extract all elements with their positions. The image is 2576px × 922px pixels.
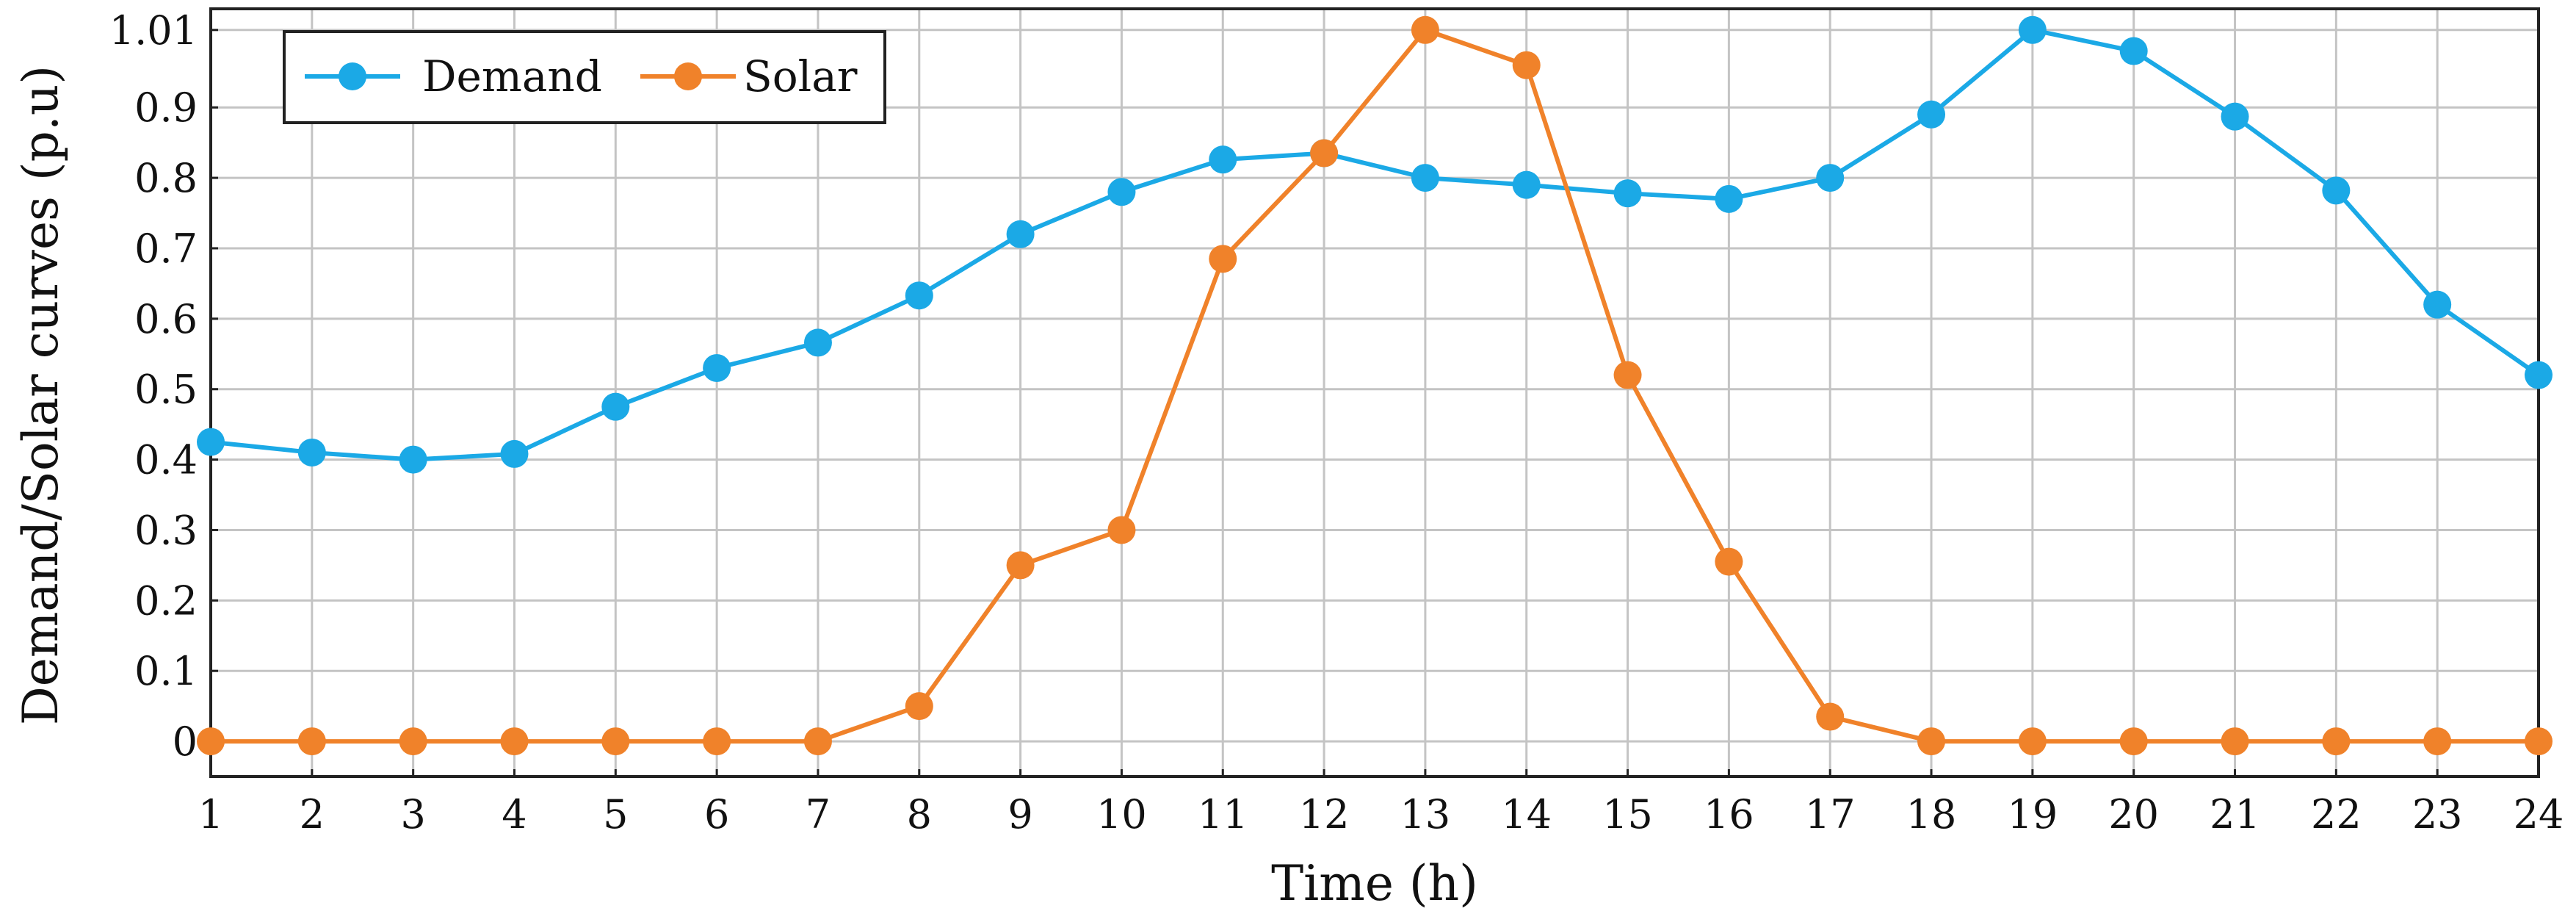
x-tick-label: 11 <box>1198 791 1248 838</box>
demand-point <box>1107 178 1136 206</box>
solar-point <box>1715 547 1743 576</box>
y-tick-label: 1.01 <box>109 7 198 54</box>
y-tick-label: 0.4 <box>134 437 198 483</box>
demand-point <box>1917 100 1946 129</box>
x-tick-label: 22 <box>2311 791 2362 838</box>
solar-point <box>1310 139 1339 168</box>
y-tick-label: 0.8 <box>134 155 198 201</box>
x-tick-label: 6 <box>704 791 729 838</box>
y-tick-label: 0 <box>173 718 198 765</box>
y-tick-label: 0.7 <box>134 226 198 272</box>
x-tick-label: 10 <box>1096 791 1147 838</box>
demand-point <box>601 392 630 421</box>
demand-point <box>2525 361 2553 389</box>
demand-point <box>1816 164 1845 192</box>
legend-marker-solar <box>674 62 702 90</box>
demand-line <box>210 27 2540 462</box>
solar-point <box>2322 727 2351 756</box>
solar-point <box>2119 727 2148 756</box>
x-tick-label: 21 <box>2210 791 2260 838</box>
solar-point <box>905 692 933 721</box>
solar-point <box>1917 727 1946 756</box>
solar-point <box>803 727 832 756</box>
demand-point <box>297 438 326 467</box>
x-tick-label: 12 <box>1299 791 1350 838</box>
solar-point <box>1816 702 1845 731</box>
x-tick-label: 5 <box>603 791 628 838</box>
x-tick-label: 8 <box>907 791 932 838</box>
solar-point <box>2423 727 2452 756</box>
x-tick-label: 7 <box>806 791 831 838</box>
demand-point <box>905 281 933 310</box>
x-axis-label: Time (h) <box>1271 855 1478 912</box>
demand-point <box>2322 176 2351 205</box>
legend-label-solar: Solar <box>743 51 858 101</box>
y-tick-label: 0.2 <box>134 577 198 624</box>
plot-frame <box>209 7 2540 778</box>
x-tick-label: 4 <box>502 791 527 838</box>
x-tick-label: 24 <box>2514 791 2564 838</box>
demand-point <box>1411 164 1439 192</box>
x-tick-label: 18 <box>1906 791 1957 838</box>
demand-point <box>1613 179 1642 208</box>
solar-point <box>1006 551 1035 580</box>
demand-point <box>500 439 529 468</box>
solar-point <box>2221 727 2249 756</box>
solar-point <box>197 727 225 756</box>
legend-marker-demand <box>339 62 366 90</box>
y-tick-label: 0.6 <box>134 296 198 342</box>
x-tick-label: 2 <box>300 791 325 838</box>
legend: Demand Solar <box>283 30 886 124</box>
demand-point <box>197 428 225 456</box>
demand-point <box>1715 184 1743 213</box>
solar-point <box>2018 727 2047 756</box>
y-axis-label: Demand/Solar curves (p.u) <box>12 65 69 725</box>
x-tick-label: 20 <box>2108 791 2159 838</box>
x-tick-label: 9 <box>1007 791 1032 838</box>
x-tick-label: 3 <box>400 791 425 838</box>
solar-point <box>1512 51 1541 79</box>
demand-point <box>803 328 832 357</box>
x-tick-label: 19 <box>2008 791 2058 838</box>
solar-point <box>2525 727 2553 756</box>
solar-point <box>297 727 326 756</box>
solar-point <box>703 727 731 756</box>
x-tick-label: 16 <box>1704 791 1754 838</box>
demand-point <box>399 445 427 474</box>
series-demand <box>197 15 2553 474</box>
solar-point <box>1107 516 1136 544</box>
series-solar <box>197 15 2553 756</box>
demand-point <box>1006 220 1035 248</box>
y-tick-label: 0.9 <box>134 84 198 131</box>
axis-ticks: 1 2 3 4 5 6 7 8 9 10 11 12 13 14 15 16 17 18 19 20 21 22 23 240… <box>109 7 2564 838</box>
solar-point <box>601 727 630 756</box>
solar-point <box>1411 15 1439 44</box>
solar-point <box>399 727 427 756</box>
x-tick-label: 15 <box>1602 791 1653 838</box>
x-tick-label: 13 <box>1400 791 1451 838</box>
solar-point <box>500 727 529 756</box>
solar-line <box>211 27 2539 744</box>
demand-point <box>2119 37 2148 65</box>
x-tick-label: 17 <box>1805 791 1856 838</box>
demand-point <box>2221 102 2249 131</box>
series <box>197 15 2553 756</box>
demand-point <box>1209 145 1237 174</box>
demand-point <box>703 353 731 382</box>
grid <box>209 9 2540 777</box>
solar-point <box>1613 361 1642 389</box>
legend-label-demand: Demand <box>422 51 602 101</box>
x-tick-label: 23 <box>2412 791 2463 838</box>
demand-point <box>2423 290 2452 319</box>
y-tick-label: 0.1 <box>134 648 198 694</box>
solar-point <box>1209 245 1237 273</box>
x-tick-label: 14 <box>1501 791 1552 838</box>
y-tick-label: 0.5 <box>134 367 198 413</box>
y-tick-label: 0.3 <box>134 507 198 553</box>
demand-point <box>1512 170 1541 199</box>
demand-point <box>2018 15 2047 44</box>
x-tick-label: 1 <box>198 791 223 838</box>
